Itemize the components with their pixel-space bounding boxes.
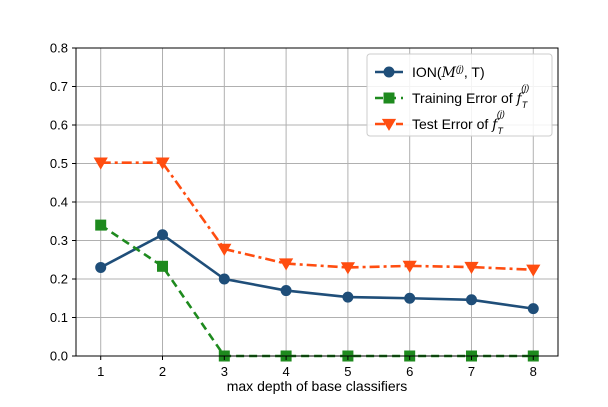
x-tick-label: 4 [282,364,289,379]
test-error-series [93,157,541,277]
y-tick-label: 0.1 [50,310,68,325]
legend-label: Test Error of fT(j) [412,109,505,136]
legend: ION(M(j), T) Training Error of fT(j)Test … [366,53,553,137]
series-line [100,233,534,310]
y-tick-label: 0.6 [50,118,68,133]
legend-marker [383,92,395,104]
legend-label: ION(M(j), T) [412,64,485,81]
series-line [100,161,534,272]
data-point [465,294,477,306]
x-tick-label: 2 [159,364,166,379]
x-tick-label: 1 [97,364,104,379]
data-point [404,292,416,304]
data-point [217,243,232,256]
series-line [99,224,534,358]
data-point [402,260,417,273]
legend-label: Training Error of fT(j) [412,83,529,110]
y-tick-label: 0.0 [50,349,68,364]
data-point [340,262,356,275]
data-point [342,291,354,303]
y-tick-label: 0.2 [50,272,68,287]
x-tick-label: 7 [468,364,475,379]
x-tick-label: 6 [406,364,413,379]
data-point [95,261,107,273]
x-tick-label: 5 [344,364,351,379]
data-point [526,264,541,277]
ticks: 1 2 3 4 5 6 7 8 0.0 0.1 0.2 0.3 0.4 0.5 0.6 0.7 0.8 [50,41,537,380]
data-point [464,261,479,274]
y-tick-label: 0.7 [50,79,68,94]
data-point [218,273,230,285]
data-point [95,219,107,231]
legend-box [366,53,553,137]
ion-series [95,229,539,315]
x-tick-label: 3 [221,364,228,379]
data-point [157,260,169,272]
legend-entry: Training Error of fT(j) [375,83,529,110]
x-tick-label: 8 [530,364,537,379]
y-tick-label: 0.8 [50,41,68,56]
y-tick-label: 0.4 [50,195,68,210]
series-layer [93,157,541,362]
x-axis-label: max depth of base classifiers [227,378,408,394]
data-point [155,157,170,170]
data-point [157,229,169,241]
data-point [93,157,108,170]
data-point [527,303,539,315]
y-tick-label: 0.3 [50,233,68,248]
legend-marker [381,118,397,131]
data-point [278,258,294,271]
legend-marker [383,66,395,78]
legend-entry: Test Error of fT(j) [375,109,505,136]
y-tick-label: 0.5 [50,156,68,171]
data-point [280,285,292,297]
legend-entry: ION(M(j), T) [375,64,485,81]
